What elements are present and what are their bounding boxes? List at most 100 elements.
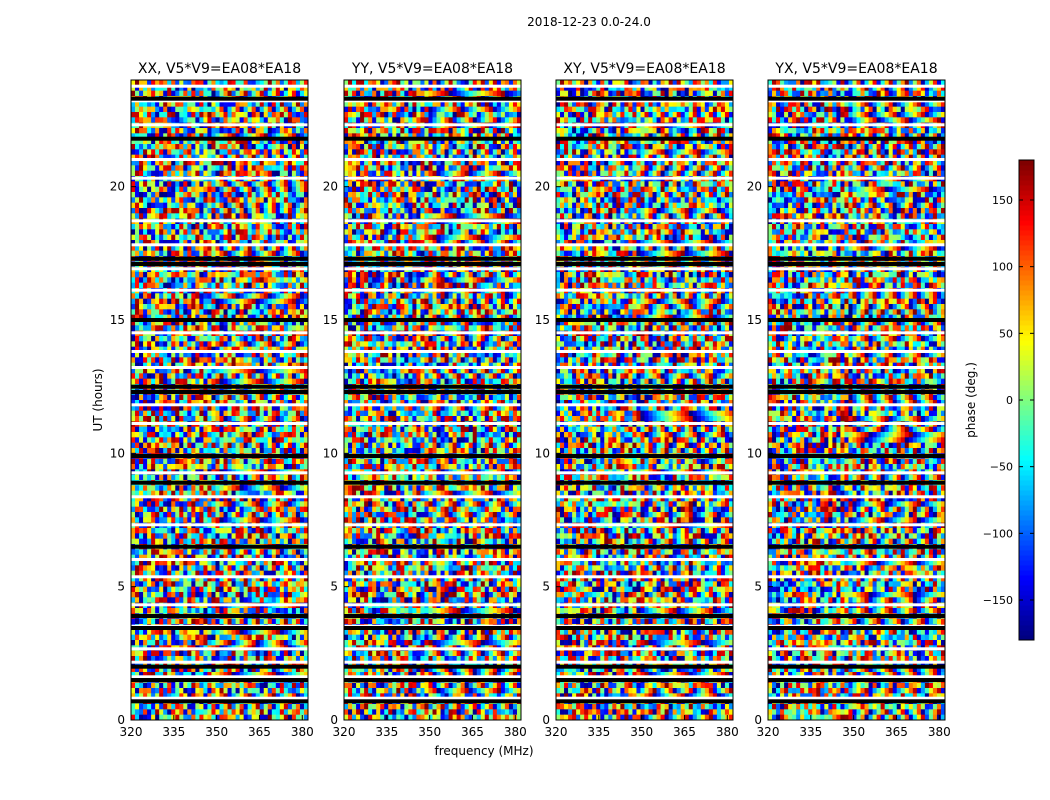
colorbar-segment — [1019, 190, 1034, 196]
colorbar-segment — [1019, 205, 1034, 211]
colorbar-segment — [1019, 260, 1034, 266]
colorbar-segment — [1019, 235, 1034, 241]
blank-row — [131, 660, 308, 664]
panel-frame — [767, 79, 946, 721]
colorbar-segment — [1019, 455, 1034, 461]
panel-title: XX, V5*V9=EA08*EA18 — [138, 61, 301, 77]
flagged-row — [344, 480, 521, 485]
blank-row — [768, 675, 945, 679]
flagged-row — [768, 678, 945, 682]
blank-row — [131, 471, 308, 475]
colorbar-segment — [1019, 515, 1034, 521]
blank-row — [768, 558, 945, 561]
colorbar-segment — [1019, 415, 1034, 421]
blank-row — [556, 603, 733, 607]
phase-image — [768, 80, 946, 721]
x-tick-label: 350 — [418, 725, 441, 739]
flagged-row — [556, 699, 733, 704]
colorbar-tick-label: −50 — [990, 461, 1013, 474]
flagged-row — [131, 626, 308, 630]
blank-row — [131, 647, 308, 651]
x-tick-label: 320 — [333, 725, 356, 739]
colorbar-segment — [1019, 565, 1034, 571]
y-tick-label: 5 — [117, 580, 125, 594]
x-tick-label: 365 — [461, 725, 484, 739]
x-tick-label: 380 — [716, 725, 739, 739]
colorbar-segment — [1019, 355, 1034, 361]
flagged-row — [556, 256, 733, 261]
colorbar-segment — [1019, 495, 1034, 501]
colorbar-segment — [1019, 200, 1034, 206]
y-tick-label: 10 — [323, 446, 338, 460]
colorbar-segment — [1019, 160, 1034, 166]
y-tick-label: 15 — [747, 313, 762, 327]
blank-row — [556, 158, 733, 161]
blank-row — [131, 84, 308, 88]
blank-row — [556, 350, 733, 353]
blank-row — [556, 331, 733, 335]
figure-suptitle: 2018-12-23 0.0-24.0 — [527, 15, 651, 29]
colorbar-segment — [1019, 430, 1034, 436]
flagged-row — [131, 262, 308, 266]
flagged-row — [344, 626, 521, 630]
y-tick-label: 10 — [535, 446, 550, 460]
x-tick-label: 320 — [757, 725, 780, 739]
flagged-row — [768, 390, 945, 394]
y-tick-label: 20 — [323, 180, 338, 194]
y-tick-label: 20 — [535, 180, 550, 194]
colorbar-segment — [1019, 370, 1034, 376]
flagged-row — [344, 256, 521, 261]
flagged-row — [344, 678, 521, 682]
blank-row — [131, 558, 308, 561]
colorbar-segment — [1019, 605, 1034, 611]
flagged-row — [344, 664, 521, 669]
blank-row — [768, 176, 945, 180]
blank-row — [344, 123, 521, 127]
flagged-row — [768, 614, 945, 618]
flagged-row — [131, 614, 308, 618]
flagged-row — [344, 544, 521, 549]
blank-row — [344, 366, 521, 369]
blank-row — [768, 99, 945, 103]
blank-row — [768, 603, 945, 607]
flagged-row — [768, 626, 945, 630]
x-tick-label: 335 — [375, 725, 398, 739]
colorbar-segment — [1019, 295, 1034, 301]
x-tick-label: 365 — [673, 725, 696, 739]
flagged-row — [556, 262, 733, 266]
colorbar-segment — [1019, 500, 1034, 506]
y-tick-label: 0 — [330, 713, 338, 727]
blank-row — [344, 647, 521, 651]
y-tick-label: 20 — [747, 180, 762, 194]
colorbar-segment — [1019, 345, 1034, 351]
colorbar: 150 100 50 0 −50 −100 −150 phase (deg.) — [964, 159, 1035, 641]
colorbar-segment — [1019, 450, 1034, 456]
blank-row — [344, 575, 521, 579]
blank-row — [344, 696, 521, 700]
blank-row — [556, 660, 733, 664]
blank-row — [344, 422, 521, 425]
blank-row — [344, 603, 521, 607]
blank-row — [556, 243, 733, 247]
blank-row — [344, 660, 521, 664]
blank-row — [768, 243, 945, 247]
panel-yy: YY, V5*V9=EA08*EA18 320 335 350 365 380 0 5 10 15… — [323, 61, 527, 739]
blank-row — [556, 675, 733, 679]
colorbar-segment — [1019, 555, 1034, 561]
flagged-row — [131, 384, 308, 389]
colorbar-tick-label: 0 — [1006, 394, 1013, 407]
colorbar-segment — [1019, 460, 1034, 466]
colorbar-segment — [1019, 245, 1034, 251]
y-tick-label: 5 — [330, 580, 338, 594]
blank-row — [344, 158, 521, 161]
flagged-row — [344, 699, 521, 704]
colorbar-segment — [1019, 480, 1034, 486]
y-tick-label: 0 — [754, 713, 762, 727]
colorbar-segment — [1019, 590, 1034, 596]
blank-row — [556, 575, 733, 579]
colorbar-segment — [1019, 170, 1034, 176]
colorbar-tick-label: 150 — [992, 194, 1013, 207]
x-tick-label: 335 — [162, 725, 185, 739]
blank-row — [556, 696, 733, 700]
blank-row — [556, 523, 733, 527]
